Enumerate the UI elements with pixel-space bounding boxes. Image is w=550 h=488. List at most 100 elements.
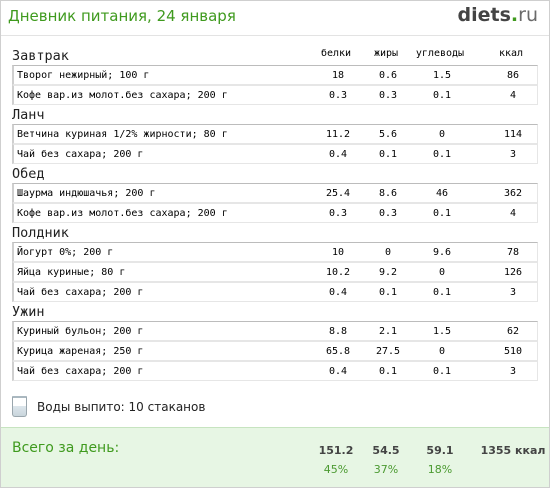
food-fat: 0.1 bbox=[378, 287, 398, 298]
food-row: Куриный бульон; 200 г 8.8 2.1 1.5 62 bbox=[12, 321, 538, 341]
food-protein: 8.8 bbox=[328, 326, 348, 337]
food-name: Шаурма индюшачья; 200 г bbox=[17, 188, 156, 199]
fat-percent: 37% bbox=[373, 463, 399, 476]
food-kcal: 126 bbox=[503, 267, 523, 278]
food-protein: 25.4 bbox=[325, 188, 351, 199]
food-carbs: 0.1 bbox=[432, 287, 452, 298]
food-carbs: 0.1 bbox=[432, 90, 452, 101]
meal-title: Обед bbox=[12, 166, 45, 182]
logo-tld: ru bbox=[518, 4, 538, 26]
food-kcal: 62 bbox=[506, 326, 520, 337]
food-name: Куриный бульон; 200 г bbox=[17, 326, 144, 337]
food-name: Творог нежирный; 100 г bbox=[17, 70, 150, 81]
meal-title: Полдник bbox=[12, 225, 69, 241]
food-row: Чай без сахара; 200 г 0.4 0.1 0.1 3 bbox=[12, 361, 538, 381]
food-kcal: 3 bbox=[509, 287, 517, 298]
food-protein: 0.3 bbox=[328, 208, 348, 219]
food-name: Чай без сахара; 200 г bbox=[17, 366, 144, 377]
total-protein: 151.2 bbox=[318, 444, 354, 457]
food-name: Яйца куриные; 80 г bbox=[17, 267, 126, 278]
food-fat: 27.5 bbox=[375, 346, 401, 357]
food-fat: 5.6 bbox=[378, 129, 398, 140]
food-row: Шаурма индюшачья; 200 г 25.4 8.6 46 362 bbox=[12, 183, 538, 203]
food-name: Кофе вар.из молот.без сахара; 200 г bbox=[17, 208, 228, 219]
food-carbs: 9.6 bbox=[432, 247, 452, 258]
header: Дневник питания, 24 января diets.ru bbox=[1, 1, 549, 35]
glass-icon bbox=[12, 396, 27, 417]
column-header-kcal: ккал bbox=[498, 48, 524, 59]
food-row: Ветчина куриная 1/2% жирности; 80 г 11.2 5… bbox=[12, 124, 538, 144]
daily-totals: Всего за день: 151.2 54.5 59.1 1355 ккал… bbox=[1, 427, 549, 487]
food-carbs: 0 bbox=[438, 129, 446, 140]
food-row: Яйца куриные; 80 г 10.2 9.2 0 126 bbox=[12, 262, 538, 282]
water-label: Воды выпито: 10 стаканов bbox=[37, 400, 206, 414]
food-fat: 9.2 bbox=[378, 267, 398, 278]
food-name: Чай без сахара; 200 г bbox=[17, 287, 144, 298]
food-name: Курица жареная; 250 г bbox=[17, 346, 144, 357]
food-protein: 65.8 bbox=[325, 346, 351, 357]
food-fat: 0.1 bbox=[378, 149, 398, 160]
food-carbs: 1.5 bbox=[432, 70, 452, 81]
food-kcal: 114 bbox=[503, 129, 523, 140]
food-protein: 18 bbox=[331, 70, 345, 81]
food-row: Кофе вар.из молот.без сахара; 200 г 0.3 0.… bbox=[12, 85, 538, 105]
meal-title: Ланч bbox=[12, 107, 45, 123]
food-kcal: 86 bbox=[506, 70, 520, 81]
column-header-carbs: углеводы bbox=[415, 48, 465, 59]
food-row: Творог нежирный; 100 г 18 0.6 1.5 86 bbox=[12, 65, 538, 85]
food-kcal: 510 bbox=[503, 346, 523, 357]
food-name: Кофе вар.из молот.без сахара; 200 г bbox=[17, 90, 228, 101]
meal-title: Завтрак bbox=[12, 48, 69, 64]
food-protein: 10 bbox=[331, 247, 345, 258]
totals-label: Всего за день: bbox=[12, 440, 120, 456]
food-protein: 0.4 bbox=[328, 287, 348, 298]
food-kcal: 4 bbox=[509, 208, 517, 219]
carbs-percent: 18% bbox=[427, 463, 453, 476]
food-row: Чай без сахара; 200 г 0.4 0.1 0.1 3 bbox=[12, 282, 538, 302]
total-kcal: 1355 ккал bbox=[480, 444, 546, 457]
protein-percent: 45% bbox=[323, 463, 349, 476]
food-fat: 2.1 bbox=[378, 326, 398, 337]
food-carbs: 0 bbox=[438, 346, 446, 357]
meal-title: Ужин bbox=[12, 304, 45, 320]
food-row: Йогурт 0%; 200 г 10 0 9.6 78 bbox=[12, 242, 538, 262]
food-kcal: 362 bbox=[503, 188, 523, 199]
food-fat: 0 bbox=[384, 247, 392, 258]
logo-dot: . bbox=[510, 4, 519, 26]
food-carbs: 0.1 bbox=[432, 149, 452, 160]
food-kcal: 3 bbox=[509, 366, 517, 377]
food-fat: 0.3 bbox=[378, 208, 398, 219]
food-row: Чай без сахара; 200 г 0.4 0.1 0.1 3 bbox=[12, 144, 538, 164]
food-row: Кофе вар.из молот.без сахара; 200 г 0.3 0.… bbox=[12, 203, 538, 223]
food-protein: 0.4 bbox=[328, 366, 348, 377]
food-protein: 11.2 bbox=[325, 129, 351, 140]
food-kcal: 4 bbox=[509, 90, 517, 101]
total-carbs: 59.1 bbox=[426, 444, 454, 457]
food-carbs: 0.1 bbox=[432, 208, 452, 219]
food-kcal: 3 bbox=[509, 149, 517, 160]
food-name: Чай без сахара; 200 г bbox=[17, 149, 144, 160]
water-summary: Воды выпито: 10 стаканов bbox=[12, 395, 312, 419]
food-protein: 0.3 bbox=[328, 90, 348, 101]
food-fat: 0.6 bbox=[378, 70, 398, 81]
food-name: Йогурт 0%; 200 г bbox=[17, 247, 114, 258]
food-fat: 8.6 bbox=[378, 188, 398, 199]
column-header-fat: жиры bbox=[373, 48, 399, 59]
food-carbs: 46 bbox=[435, 188, 449, 199]
column-headers: белки жиры углеводы ккал bbox=[1, 48, 549, 64]
food-carbs: 1.5 bbox=[432, 326, 452, 337]
logo-word: diets bbox=[457, 4, 511, 26]
column-header-protein: белки bbox=[320, 48, 352, 59]
header-divider bbox=[1, 35, 549, 36]
page-title: Дневник питания, 24 января bbox=[8, 7, 236, 25]
food-carbs: 0 bbox=[438, 267, 446, 278]
food-carbs: 0.1 bbox=[432, 366, 452, 377]
food-kcal: 78 bbox=[506, 247, 520, 258]
food-protein: 0.4 bbox=[328, 149, 348, 160]
site-logo[interactable]: diets.ru bbox=[458, 4, 538, 26]
food-fat: 0.3 bbox=[378, 90, 398, 101]
food-protein: 10.2 bbox=[325, 267, 351, 278]
food-row: Курица жареная; 250 г 65.8 27.5 0 510 bbox=[12, 341, 538, 361]
food-fat: 0.1 bbox=[378, 366, 398, 377]
